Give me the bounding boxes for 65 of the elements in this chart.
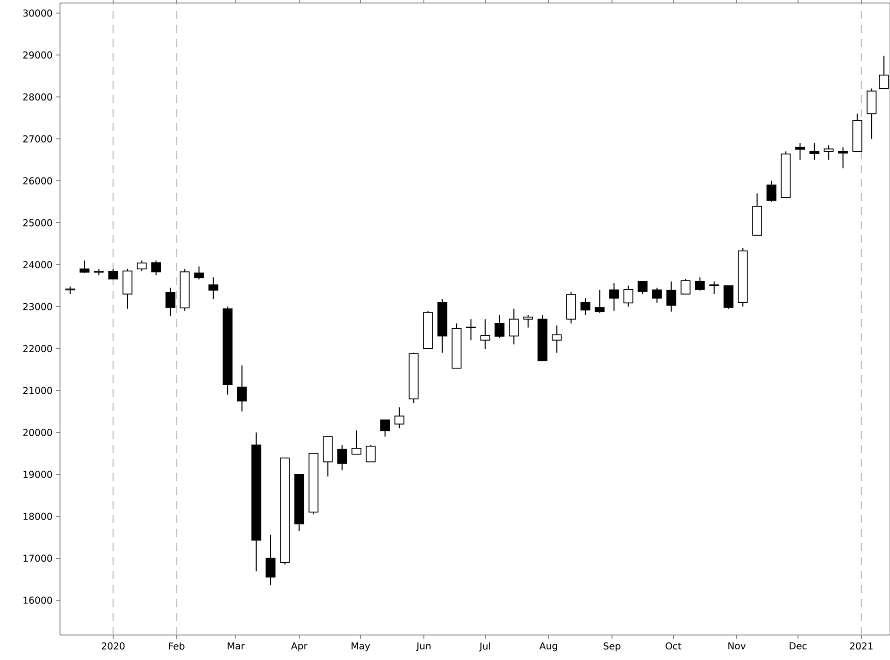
y-tick-label: 30000	[23, 9, 52, 17]
x-tick-label: Jul	[479, 642, 490, 652]
y-tick-label: 26000	[23, 177, 52, 184]
candlestick	[80, 260, 90, 274]
y-tick-label: 17000	[24, 554, 52, 562]
candlestick	[108, 268, 118, 280]
x-tick-label: Dec	[790, 642, 807, 650]
y-tick-label: 18000	[24, 512, 52, 520]
x-tick-label: Jun	[416, 642, 430, 652]
candlestick	[480, 318, 490, 350]
y-tick-label: 27000	[23, 135, 52, 142]
y-tick-label: 24000	[23, 261, 52, 268]
candlestick	[609, 282, 619, 312]
x-tick-label: Mar	[228, 642, 245, 650]
candlestick	[237, 364, 247, 412]
x-tick-label: Nov	[728, 642, 746, 650]
candlestick	[337, 444, 348, 471]
candlestick	[494, 314, 504, 339]
x-tick-label: May	[352, 642, 370, 652]
candlestick	[623, 285, 634, 308]
y-tick-label: 29000	[23, 51, 52, 59]
y-tick-label: 22000	[23, 344, 52, 352]
candlestick	[523, 314, 534, 328]
candlestick	[122, 268, 132, 310]
candlestick	[724, 285, 734, 310]
x-tick-label: 2020	[102, 642, 125, 650]
candlestick	[680, 278, 690, 295]
y-tick-label: 25000	[23, 219, 52, 226]
y-tick-label: 21000	[23, 386, 52, 394]
y-tick-label: 23000	[23, 303, 52, 310]
x-tick-label: Apr	[291, 642, 308, 652]
candlestick	[809, 142, 820, 160]
x-tick-label: Sep	[604, 642, 620, 652]
candlestick	[652, 287, 662, 304]
x-tick-label: 2021	[850, 642, 873, 650]
candlestick	[394, 406, 404, 429]
candlestick	[866, 88, 877, 140]
x-tick-label: Aug	[539, 642, 557, 652]
x-tick-label: Feb	[169, 642, 184, 650]
candlestick	[366, 444, 376, 462]
candlestick	[194, 266, 204, 280]
candlestick	[694, 276, 705, 292]
candlestick	[594, 289, 605, 314]
candlestick	[795, 142, 805, 160]
candlestick	[666, 280, 676, 312]
candlestick	[380, 419, 390, 438]
candlestick	[151, 260, 161, 276]
y-tick-label: 28000	[23, 93, 52, 101]
y-tick-label: 20000	[23, 428, 52, 436]
y-tick-label: 19000	[24, 470, 52, 478]
candlestick	[824, 144, 834, 160]
candlestick	[838, 146, 848, 169]
candlestick	[508, 308, 519, 345]
candlestick	[766, 180, 776, 202]
y-tick-label: 16000	[24, 596, 52, 604]
candlestick	[352, 430, 362, 455]
candlestick	[166, 287, 176, 316]
candlestick	[638, 280, 648, 295]
candlestick	[136, 260, 147, 272]
candlestick	[266, 534, 276, 586]
candlestick	[709, 280, 720, 295]
candlestick	[580, 298, 590, 316]
candlestick	[208, 276, 218, 300]
candlestick	[552, 324, 562, 354]
x-tick-label: Oct	[666, 642, 682, 650]
